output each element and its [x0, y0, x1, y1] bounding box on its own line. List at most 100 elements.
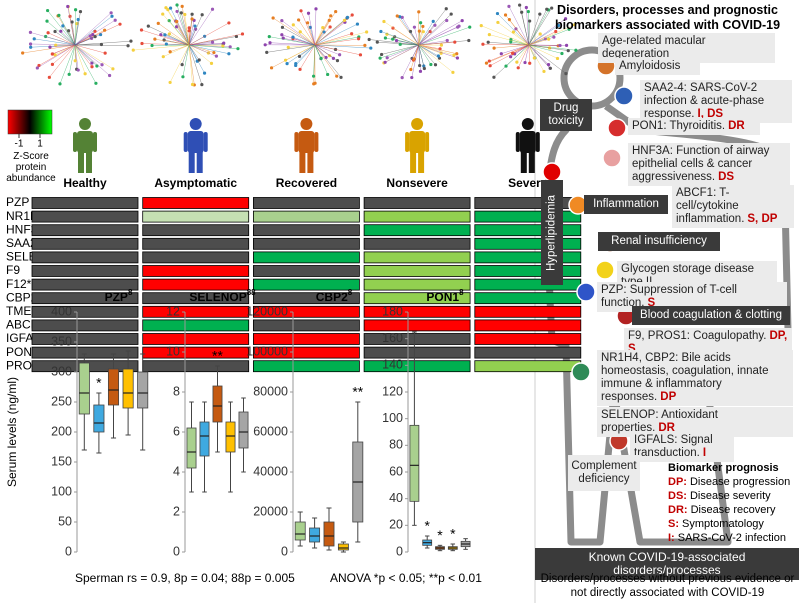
network-node — [346, 16, 349, 19]
heatmap-cell — [475, 293, 581, 304]
network-node — [413, 26, 416, 29]
y-tick-label: 150 — [51, 454, 72, 468]
significance-marker: * — [96, 375, 102, 391]
legend-entry: I:SARS-CoV-2 infection — [668, 531, 790, 545]
network-node — [382, 20, 385, 23]
heatmap-cell — [475, 320, 581, 331]
heatmap-cell — [253, 238, 359, 249]
heatmap-cell — [143, 347, 249, 358]
network-node — [110, 11, 113, 14]
network-node — [418, 64, 421, 67]
heatmap-cell — [475, 198, 581, 209]
network-node — [181, 63, 184, 66]
network-node — [268, 41, 271, 44]
network-node — [147, 25, 150, 28]
heatmap-cell — [475, 238, 581, 249]
legend-code: DP: — [668, 476, 687, 488]
network-node — [379, 57, 382, 60]
network-node — [33, 37, 36, 40]
heatmap-cell — [364, 361, 470, 372]
network-node — [422, 30, 425, 33]
heatmap-cell — [364, 252, 470, 263]
network-node — [468, 26, 471, 29]
network-node — [496, 12, 499, 15]
stats-note: Sperman rs = 0.9, 8p = 0.04; 88p = 0.005 — [75, 571, 295, 585]
box — [310, 528, 320, 542]
network-node — [332, 57, 335, 60]
chart-title-sup: 88 — [247, 288, 256, 297]
network-node — [66, 5, 69, 8]
heatmap-cell — [364, 347, 470, 358]
heatmap-cell — [143, 238, 249, 249]
network-node — [488, 33, 491, 36]
prognosis-tag: S, DP — [747, 213, 777, 225]
network-edge — [163, 45, 189, 57]
network-node — [492, 76, 495, 79]
network-node — [203, 72, 206, 75]
legend-code: I: — [668, 532, 675, 544]
network-node — [552, 35, 555, 38]
prognosis-tag: I — [703, 447, 706, 459]
legend-text: Disease severity — [690, 490, 771, 502]
network-node — [103, 29, 106, 32]
y-tick-label: 200 — [51, 424, 72, 438]
known-process: Drug toxicity — [540, 99, 592, 131]
legend-code: S: — [668, 518, 679, 530]
group-label: Asymptomatic — [154, 176, 237, 190]
heatmap-cell — [143, 252, 249, 263]
network-node — [191, 13, 194, 16]
box — [187, 428, 196, 468]
group-figure-leg — [410, 152, 416, 173]
group-figure-arm — [536, 132, 540, 152]
network-node — [268, 35, 271, 38]
heatmap-cell — [253, 266, 359, 277]
network-node — [528, 19, 531, 22]
network-node — [163, 33, 166, 36]
network-node — [556, 57, 559, 60]
network-node — [157, 22, 160, 25]
icon — [603, 149, 621, 167]
network-node — [48, 76, 51, 79]
process-box: ABCF1: T-cell/cytokine inflammation.S, D… — [672, 185, 794, 228]
heatmap-cell — [475, 266, 581, 277]
heatmap-cell — [475, 347, 581, 358]
heatmap-cell — [364, 198, 470, 209]
y-tick-label: 120000 — [246, 304, 288, 318]
chart-title: SELENOP88 — [189, 288, 256, 304]
y-tick-label: 0 — [281, 544, 288, 558]
network-node — [504, 64, 507, 67]
network-edge — [75, 36, 90, 45]
network-node — [314, 7, 317, 10]
network-node — [84, 72, 87, 75]
network-node — [298, 68, 301, 71]
y-tick-label: 0 — [173, 544, 180, 558]
icon — [608, 119, 626, 137]
y-tick-label: 20 — [389, 518, 403, 532]
network-node — [210, 62, 213, 65]
network-node — [175, 10, 178, 13]
heatmap-cell — [475, 252, 581, 263]
network-node — [351, 13, 354, 16]
network-node — [175, 25, 178, 28]
network-node — [496, 21, 499, 24]
network-node — [533, 56, 536, 59]
y-tick-label: 100 — [382, 411, 403, 425]
heatmap-cell — [253, 252, 359, 263]
network-node — [365, 30, 368, 33]
network-node — [212, 51, 215, 54]
box — [324, 522, 334, 546]
network-node — [294, 64, 297, 67]
network-node — [312, 75, 315, 78]
y-tick-label: 4 — [173, 464, 180, 478]
diagram-title: Disorders, processes and prognostic biom… — [540, 3, 795, 33]
network-node — [181, 5, 184, 8]
network-node — [527, 10, 530, 13]
z-scale-label: Z-Score protein abundance — [2, 151, 60, 184]
network-node — [280, 19, 283, 22]
heatmap-cell — [364, 225, 470, 236]
group-figure-body — [409, 131, 425, 153]
group-figure-head — [300, 118, 312, 130]
complement-box: Complement deficiency — [568, 455, 640, 491]
network-node — [507, 5, 510, 8]
heatmap-cell — [32, 252, 138, 263]
